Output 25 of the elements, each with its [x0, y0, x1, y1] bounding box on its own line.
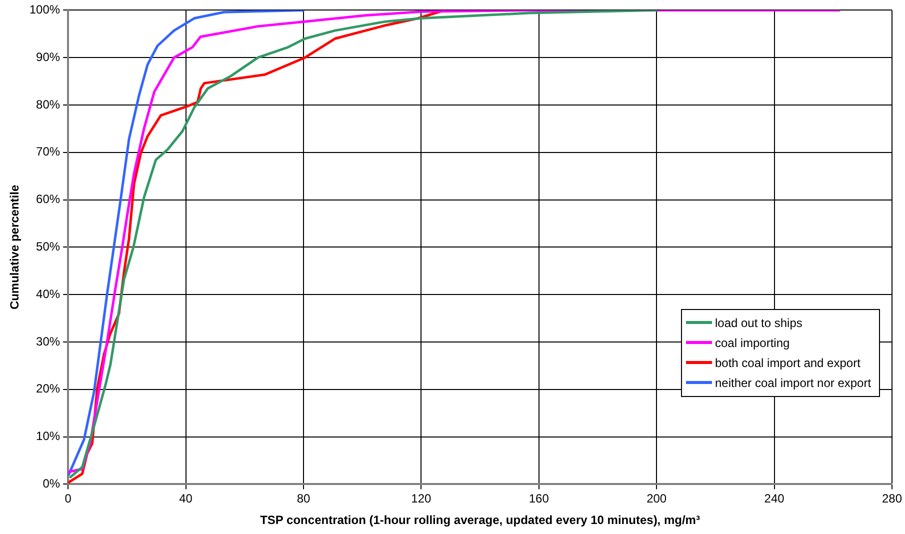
y-tick-label: 80%	[36, 97, 60, 112]
x-tick-label: 200	[646, 492, 667, 506]
x-tick-label: 120	[411, 492, 432, 506]
y-tick-label: 60%	[36, 192, 60, 206]
y-tick-label: 30%	[36, 334, 60, 348]
y-tick-label: 90%	[36, 50, 60, 64]
x-tick-label: 0	[64, 492, 72, 506]
legend-label: load out to ships	[714, 316, 802, 330]
x-tick-label: 40	[179, 492, 193, 506]
x-tick-label: 240	[764, 492, 785, 506]
y-tick-label: 50%	[36, 240, 60, 254]
x-tick-label: 280	[882, 492, 902, 506]
y-tick-label: 100%	[29, 2, 60, 17]
y-tick-label: 10%	[36, 429, 60, 444]
y-axis-title: Cumulative percentile	[8, 184, 22, 310]
x-tick-label: 80	[296, 492, 310, 506]
x-axis-title: TSP concentration (1-hour rolling average, updated every 10 minutes), mg/m³	[260, 513, 700, 528]
y-tick-label: 70%	[36, 144, 60, 159]
y-tick-label: 40%	[36, 286, 60, 301]
y-tick-label: 0%	[42, 476, 60, 491]
legend-label: neither coal import nor export	[714, 376, 872, 390]
legend-label: coal importing	[714, 336, 790, 350]
x-tick-label: 160	[528, 492, 550, 506]
legend-label: both coal import and export	[714, 356, 860, 370]
y-tick-label: 20%	[36, 382, 60, 396]
